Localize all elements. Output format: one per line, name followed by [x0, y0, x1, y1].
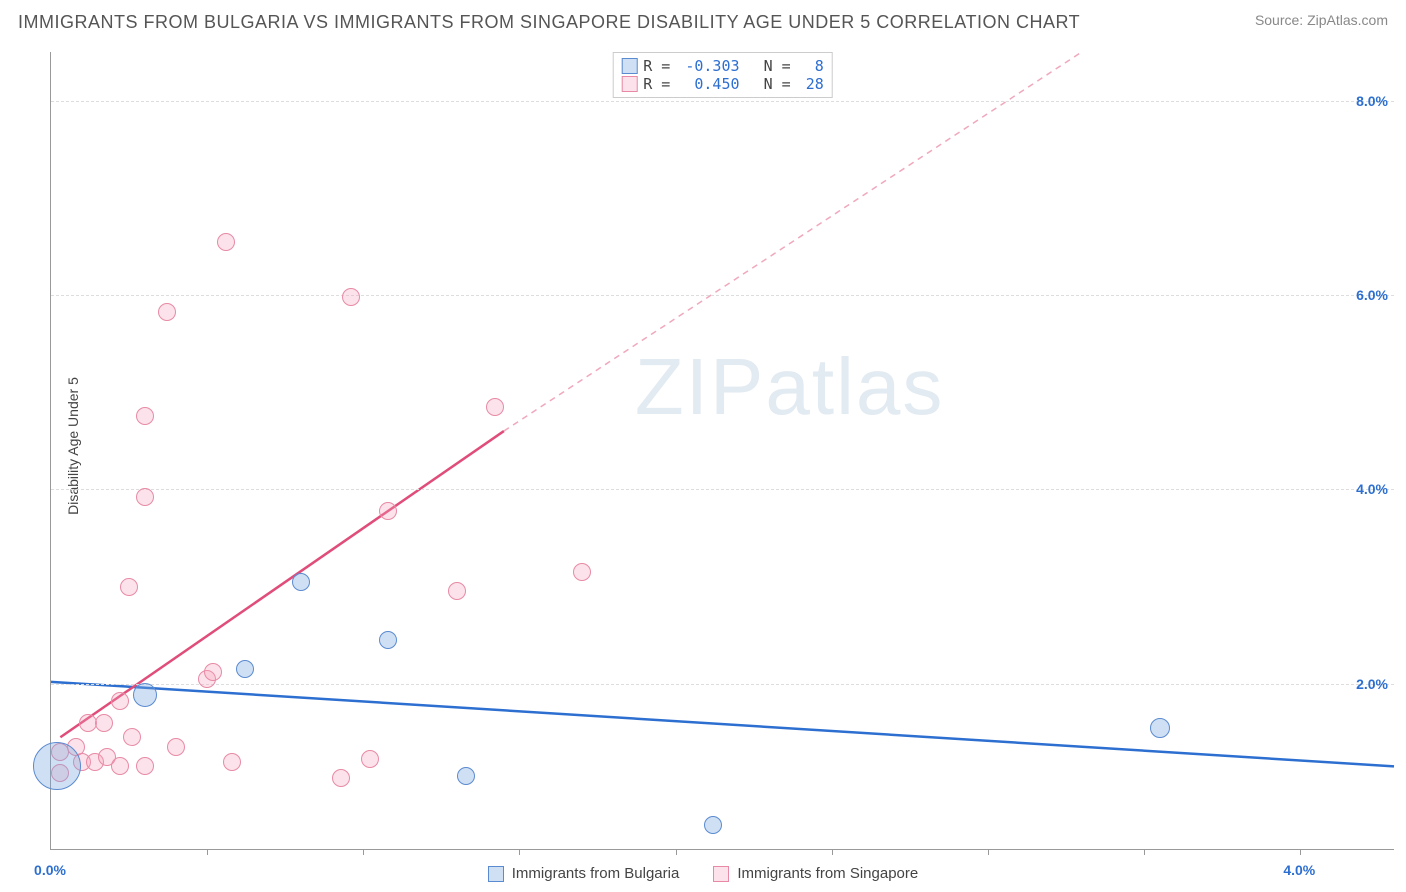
x-tick-label: 4.0%	[1283, 862, 1315, 878]
legend-n-label: N =	[746, 75, 800, 93]
scatter-point-singapore	[123, 728, 141, 746]
trend-line	[51, 682, 1394, 767]
scatter-point-singapore	[204, 663, 222, 681]
scatter-point-singapore	[167, 738, 185, 756]
scatter-point-singapore	[136, 488, 154, 506]
chart-area: ZIPatlas R = -0.303 N = 8R = 0.450 N = 2…	[50, 52, 1394, 850]
gridline-h	[51, 684, 1394, 685]
x-tick-mark	[988, 849, 989, 855]
legend-bottom: Immigrants from Bulgaria Immigrants from …	[0, 865, 1406, 882]
scatter-point-singapore	[111, 692, 129, 710]
scatter-point-singapore	[111, 757, 129, 775]
scatter-point-singapore	[342, 288, 360, 306]
scatter-point-bulgaria	[133, 683, 157, 707]
legend-r-value: 0.450	[685, 75, 739, 93]
scatter-point-singapore	[158, 303, 176, 321]
legend-swatch	[621, 58, 637, 74]
scatter-point-bulgaria	[457, 767, 475, 785]
legend-bottom-item: Immigrants from Bulgaria	[488, 865, 680, 882]
x-tick-mark	[207, 849, 208, 855]
scatter-point-singapore	[573, 563, 591, 581]
scatter-point-bulgaria	[236, 660, 254, 678]
y-tick-label: 6.0%	[1356, 287, 1388, 303]
scatter-point-singapore	[332, 769, 350, 787]
y-tick-label: 8.0%	[1356, 93, 1388, 109]
x-tick-mark	[1300, 849, 1301, 855]
x-tick-mark	[676, 849, 677, 855]
y-tick-label: 2.0%	[1356, 676, 1388, 692]
chart-title: IMMIGRANTS FROM BULGARIA VS IMMIGRANTS F…	[18, 12, 1080, 33]
legend-series-label: Immigrants from Bulgaria	[512, 865, 680, 882]
x-tick-mark	[363, 849, 364, 855]
legend-r-label: R =	[643, 57, 679, 75]
scatter-point-bulgaria	[379, 631, 397, 649]
legend-bottom-item: Immigrants from Singapore	[713, 865, 918, 882]
legend-swatch	[713, 866, 729, 882]
scatter-point-bulgaria	[292, 573, 310, 591]
scatter-point-singapore	[217, 233, 235, 251]
x-tick-mark	[1144, 849, 1145, 855]
x-tick-mark	[519, 849, 520, 855]
gridline-h	[51, 295, 1394, 296]
scatter-point-singapore	[361, 750, 379, 768]
legend-r-value: -0.303	[685, 57, 739, 75]
x-tick-label: 0.0%	[34, 862, 66, 878]
scatter-point-singapore	[223, 753, 241, 771]
scatter-point-singapore	[120, 578, 138, 596]
y-tick-label: 4.0%	[1356, 481, 1388, 497]
trend-lines	[51, 52, 1394, 849]
scatter-point-singapore	[136, 757, 154, 775]
legend-stats-box: R = -0.303 N = 8R = 0.450 N = 28	[612, 52, 833, 98]
scatter-point-singapore	[448, 582, 466, 600]
x-tick-mark	[832, 849, 833, 855]
scatter-point-singapore	[95, 714, 113, 732]
plot-region: ZIPatlas R = -0.303 N = 8R = 0.450 N = 2…	[50, 52, 1394, 850]
legend-series-label: Immigrants from Singapore	[737, 865, 918, 882]
chart-source: Source: ZipAtlas.com	[1255, 12, 1388, 28]
legend-n-label: N =	[746, 57, 800, 75]
scatter-point-bulgaria	[33, 742, 81, 790]
trend-line	[504, 52, 1082, 431]
scatter-point-singapore	[379, 502, 397, 520]
chart-header: IMMIGRANTS FROM BULGARIA VS IMMIGRANTS F…	[0, 0, 1406, 37]
legend-stat-row: R = 0.450 N = 28	[621, 75, 824, 93]
legend-n-value: 28	[806, 75, 824, 93]
scatter-point-singapore	[486, 398, 504, 416]
gridline-h	[51, 489, 1394, 490]
legend-stat-row: R = -0.303 N = 8	[621, 57, 824, 75]
legend-r-label: R =	[643, 75, 679, 93]
scatter-point-singapore	[136, 407, 154, 425]
scatter-point-bulgaria	[1150, 718, 1170, 738]
legend-swatch	[621, 76, 637, 92]
gridline-h	[51, 101, 1394, 102]
legend-n-value: 8	[806, 57, 824, 75]
scatter-point-bulgaria	[704, 816, 722, 834]
legend-swatch	[488, 866, 504, 882]
